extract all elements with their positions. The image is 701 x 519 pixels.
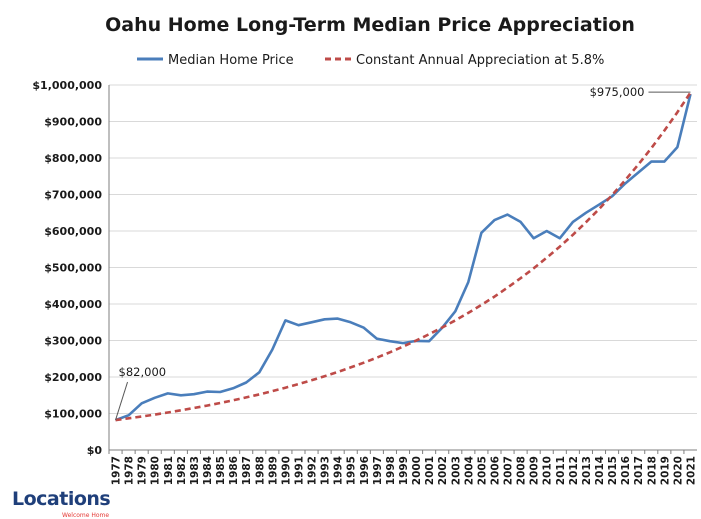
- annotation-end-value: $975,000: [590, 85, 645, 99]
- x-tick-label: 1984: [202, 456, 214, 485]
- x-tick-label: 1993: [320, 456, 332, 485]
- logo-tagline: Welcome Home: [62, 512, 110, 519]
- x-tick-label: 1982: [176, 456, 188, 485]
- legend-label-median: Median Home Price: [168, 53, 294, 68]
- locations-logo: Locations Welcome Home: [12, 488, 112, 519]
- x-tick-label: 1992: [307, 456, 319, 485]
- annotation-leader-start: [115, 381, 129, 421]
- x-tick-label: 2005: [476, 456, 488, 485]
- x-tick-label: 2014: [594, 456, 606, 485]
- annotations: $82,000 $975,000: [115, 85, 691, 421]
- x-tick-label: 1989: [267, 456, 279, 485]
- x-tick-label: 2000: [411, 456, 423, 485]
- x-tick-label: 2004: [463, 456, 475, 485]
- y-tick-label: $500,000: [44, 262, 102, 275]
- x-tick-label: 2002: [437, 456, 449, 485]
- x-tick-label: 1997: [372, 456, 384, 485]
- x-tick-label: 1994: [333, 456, 345, 485]
- x-tick-label: 2003: [450, 456, 462, 485]
- y-tick-label: $1,000,000: [32, 79, 102, 92]
- y-tick-label: $700,000: [44, 189, 102, 202]
- x-tick-label: 1999: [398, 456, 410, 485]
- x-tick-label: 2006: [489, 456, 501, 485]
- y-tick-label: $600,000: [44, 225, 102, 238]
- series-line-constant-appreciation: [115, 91, 692, 422]
- y-tick-label: $300,000: [44, 335, 102, 348]
- y-tick-label: $900,000: [44, 116, 102, 129]
- x-tick-label: 2010: [542, 456, 554, 485]
- x-tick-label: 1978: [124, 456, 136, 485]
- x-tick-label: 2017: [633, 456, 645, 485]
- x-tick-label: 1996: [359, 456, 371, 485]
- annotation-start-value: $82,000: [119, 365, 167, 379]
- legend: Median Home Price Constant Annual Apprec…: [137, 53, 604, 68]
- x-tick-label: 1988: [254, 456, 266, 485]
- x-tick-label: 1983: [189, 456, 201, 485]
- x-tick-label: 2007: [503, 456, 515, 485]
- x-tick-label: 2013: [581, 456, 593, 485]
- x-tick-label: 1980: [150, 456, 162, 485]
- y-axis-ticks: $0 $100,000 $200,000 $300,000 $400,000 $500,0…: [32, 79, 102, 457]
- y-tick-label: $0: [87, 444, 103, 457]
- x-tick-label: 2016: [620, 456, 632, 485]
- series-line-median-home-price: [115, 93, 692, 422]
- gridlines: [108, 84, 697, 451]
- x-tick-label: 1977: [111, 456, 123, 485]
- y-tick-label: $400,000: [44, 298, 102, 311]
- y-tick-label: $100,000: [44, 408, 102, 421]
- x-tick-label: 2015: [607, 456, 619, 485]
- x-tick-label: 1998: [385, 456, 397, 485]
- x-tick-label: 2001: [424, 456, 436, 485]
- x-tick-label: 2009: [529, 456, 541, 485]
- series: [115, 91, 692, 422]
- x-tick-label: 1990: [280, 456, 292, 485]
- x-tick-label: 2011: [555, 456, 567, 485]
- x-tick-label: 2018: [646, 456, 658, 485]
- x-tick-label: 2021: [685, 456, 697, 485]
- y-tick-label: $800,000: [44, 152, 102, 165]
- x-tick-label: 2012: [568, 456, 580, 485]
- x-tick-label: 1995: [346, 456, 358, 485]
- chart-title: Oahu Home Long-Term Median Price Appreci…: [105, 14, 635, 36]
- x-tick-label: 1991: [293, 456, 305, 485]
- x-tick-label: 1981: [163, 456, 175, 485]
- x-tick-label: 1979: [137, 456, 149, 485]
- x-tick-label: 1986: [228, 456, 240, 485]
- x-axis-ticks: 1977 1978 1979 1980 1981 1982 1983 1984 1985 1986…: [108, 450, 697, 485]
- x-tick-label: 2008: [516, 456, 528, 485]
- logo-wordmark: Locations: [12, 488, 111, 510]
- x-tick-label: 2020: [672, 456, 684, 485]
- x-tick-label: 1987: [241, 456, 253, 485]
- x-tick-label: 1985: [215, 456, 227, 485]
- legend-label-appreciation: Constant Annual Appreciation at 5.8%: [356, 53, 604, 68]
- y-tick-label: $200,000: [44, 371, 102, 384]
- x-tick-label: 2019: [659, 456, 671, 485]
